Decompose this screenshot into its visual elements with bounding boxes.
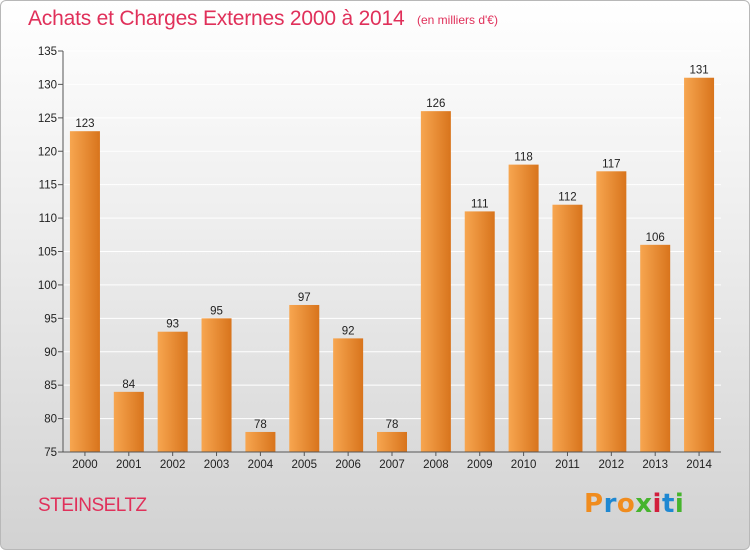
bars [69, 77, 715, 453]
x-tick-label: 2000 [72, 459, 98, 471]
y-tick-label: 75 [44, 447, 57, 459]
bar [289, 304, 320, 452]
data-label: 117 [602, 158, 620, 170]
logo-letter: i [652, 489, 662, 519]
bar [157, 331, 188, 452]
y-tick-label: 100 [38, 280, 57, 292]
bar [684, 77, 715, 452]
bar [596, 171, 627, 453]
x-tick-label: 2003 [204, 459, 230, 471]
logo-letter: o [616, 489, 636, 519]
bar [464, 211, 495, 452]
data-label: 84 [122, 379, 135, 391]
x-tick-label: 2011 [555, 459, 580, 471]
data-label: 111 [471, 198, 488, 210]
bar [113, 391, 144, 452]
labels: 75 80 85 90 95 100 105 110 115 120 125 130 135 123 200… [38, 46, 713, 471]
x-tick-label: 2004 [248, 459, 274, 471]
y-tick-label: 135 [38, 46, 57, 58]
data-label: 112 [558, 192, 576, 204]
logo-letter: t [661, 489, 675, 519]
data-label: 118 [514, 152, 532, 164]
data-label: 92 [342, 325, 355, 337]
x-tick-label: 2014 [686, 459, 712, 471]
x-tick-label: 2002 [160, 459, 186, 471]
bar [201, 318, 232, 452]
proxiti-logo: Proxiti [584, 489, 684, 519]
bar [420, 111, 451, 453]
bar [245, 431, 276, 452]
y-tick-label: 115 [39, 180, 57, 192]
y-tick-label: 120 [38, 146, 57, 158]
chart-subtitle: (en milliers d'€) [417, 13, 498, 27]
location-name: STEINSELTZ [38, 495, 147, 516]
data-label: 126 [426, 98, 445, 110]
x-tick-label: 2013 [642, 459, 668, 471]
bar [69, 131, 100, 452]
logo-letter: i [674, 489, 685, 519]
x-tick-label: 2007 [379, 459, 405, 471]
y-tick-label: 130 [38, 79, 57, 91]
data-label: 78 [386, 419, 399, 431]
y-tick-label: 95 [44, 313, 57, 325]
y-tick-label: 80 [44, 414, 57, 426]
x-tick-label: 2006 [335, 459, 361, 471]
x-tick-label: 2001 [116, 459, 142, 471]
x-tick-label: 2008 [423, 459, 449, 471]
chart-title: Achats et Charges Externes 2000 à 2014 [28, 7, 405, 30]
data-label: 97 [298, 292, 311, 304]
bar [640, 244, 671, 452]
data-label: 95 [210, 305, 223, 317]
x-tick-label: 2009 [467, 459, 493, 471]
y-tick-label: 85 [44, 380, 57, 392]
bar [552, 204, 583, 452]
data-label: 131 [689, 65, 708, 77]
x-tick-label: 2010 [511, 459, 537, 471]
data-label: 93 [166, 319, 179, 331]
y-tick-label: 110 [39, 213, 57, 225]
y-tick-label: 105 [38, 247, 57, 259]
bar [333, 338, 364, 452]
data-label: 123 [75, 118, 94, 130]
x-tick-label: 2012 [599, 459, 625, 471]
bar [508, 164, 539, 452]
logo-letter: P [584, 489, 604, 519]
x-tick-label: 2005 [291, 459, 317, 471]
y-tick-label: 90 [44, 347, 57, 359]
logo-letter: r [603, 489, 617, 519]
bar [377, 431, 407, 452]
data-label: 106 [646, 232, 665, 244]
logo-letter: x [635, 489, 653, 519]
y-tick-label: 125 [38, 113, 57, 125]
axes [58, 50, 721, 456]
data-label: 78 [254, 419, 267, 431]
